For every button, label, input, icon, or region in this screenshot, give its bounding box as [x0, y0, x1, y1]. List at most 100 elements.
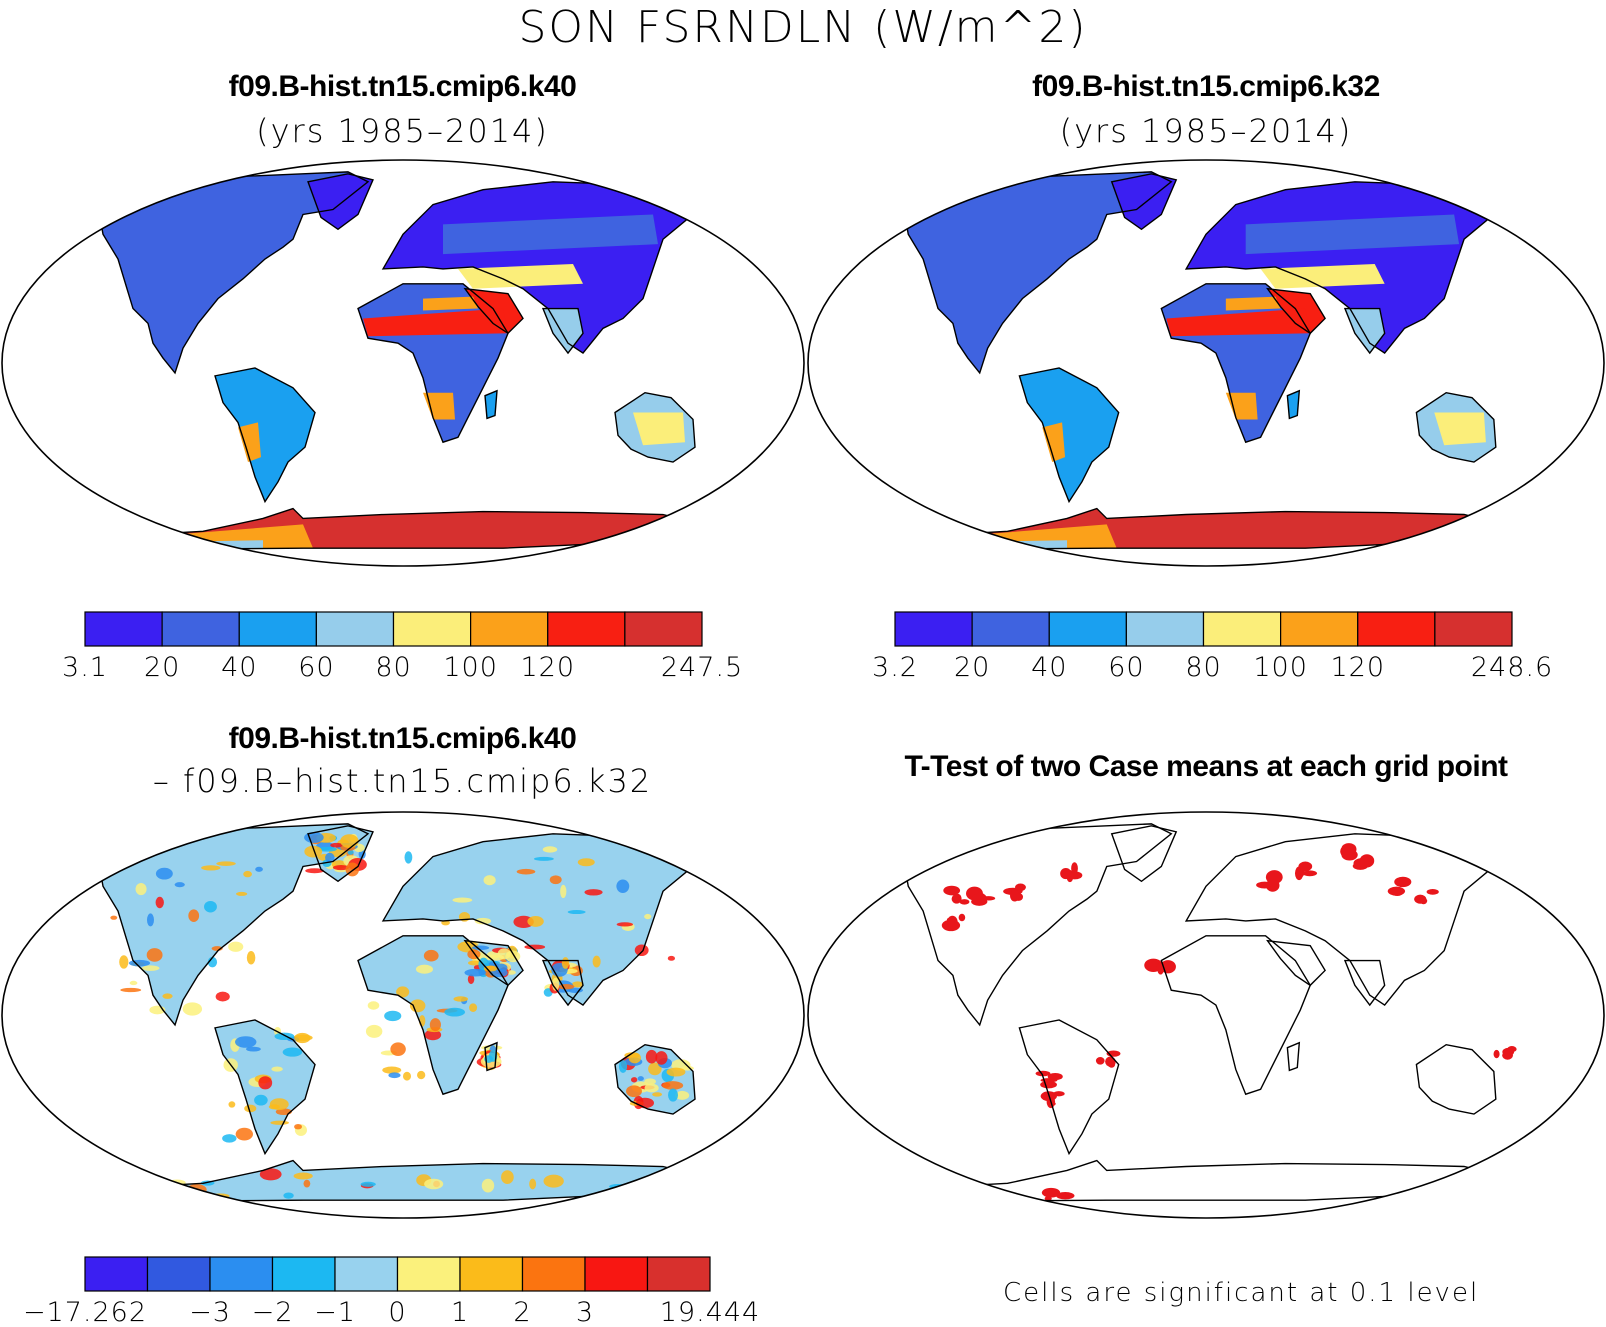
landmass-greenland [1111, 825, 1177, 882]
colorbar-tick-label: 19.444 [660, 1297, 760, 1327]
panel-subtitle-diff: – f09.B–hist.tn15.cmip6.k32 [152, 762, 653, 800]
landmass-madagascar [485, 390, 497, 419]
coastline-north-america [903, 171, 1173, 375]
difference-patch [271, 1066, 283, 1072]
coastline-europe-asia [1184, 833, 1505, 1007]
landmass-south-america [215, 367, 315, 502]
map-content [903, 823, 1517, 1202]
colorbar-box [1434, 611, 1513, 647]
coastline-africa [357, 283, 509, 444]
map-border [1, 159, 805, 567]
colorbar-box [334, 1256, 399, 1292]
colorbar-tick-label: 40 [221, 652, 257, 683]
colorbar-tick-label: −2 [252, 1297, 294, 1327]
difference-patch [228, 941, 244, 952]
difference-patch [415, 964, 434, 974]
difference-patch [429, 1018, 441, 1032]
coastline-antarctica [951, 1159, 1507, 1202]
colorbar-tick-label: 60 [298, 652, 334, 683]
difference-patch [293, 1172, 313, 1180]
colorbar-tick-label: 60 [1108, 652, 1144, 683]
significant-cell [1056, 1192, 1075, 1200]
map-content [98, 823, 706, 1204]
coastline-antarctica [951, 507, 1507, 550]
land-layer [98, 171, 706, 550]
significant-cell [1071, 862, 1078, 875]
difference-patch [155, 896, 164, 909]
difference-patch [243, 870, 252, 878]
sahara-edge [423, 296, 478, 311]
colorbar-box [1202, 611, 1282, 647]
significant-cell [1041, 1187, 1061, 1198]
colorbar-box [315, 611, 395, 647]
panel-subtitle-k32: (yrs 1985–2014) [1059, 112, 1353, 150]
panel-title-ttest: T-Test of two Case means at each grid po… [904, 750, 1508, 783]
difference-patch [529, 1178, 537, 1190]
difference-patch [648, 1062, 662, 1076]
difference-patch [162, 993, 173, 999]
difference-patch [481, 1178, 495, 1193]
difference-patch [469, 1003, 478, 1012]
colorbar-box [1048, 611, 1127, 647]
difference-patch [468, 960, 482, 966]
landmass-africa [1161, 935, 1311, 1095]
difference-patch [506, 970, 516, 975]
difference-patch [644, 913, 652, 920]
colorbar-tick-label: 100 [443, 652, 498, 683]
coastline-africa [1160, 283, 1311, 444]
difference-patch [667, 955, 675, 961]
difference-patch [533, 856, 554, 861]
colorbar-tick-label: 100 [1253, 652, 1308, 683]
difference-patch [494, 963, 508, 973]
difference-patch [678, 1192, 700, 1198]
difference-patch [577, 858, 595, 867]
difference-patch [128, 959, 151, 967]
colorbar-box [271, 1256, 336, 1292]
difference-patch [340, 834, 359, 849]
figure-title: SON FSRNDLN (W/m^2) [518, 2, 1088, 53]
coastline-north-america [903, 823, 1173, 1027]
landmass-north-america [904, 171, 1172, 373]
difference-patch [222, 1134, 237, 1143]
colorbar-k32: 3.2 20 40 60 80 100 120 248.6 [872, 611, 1553, 683]
difference-patch [634, 944, 649, 957]
difference-patch [668, 1088, 678, 1102]
difference-patch [259, 1168, 282, 1181]
colorbar-tick-label: 20 [954, 652, 990, 683]
significant-cell [1507, 1046, 1517, 1053]
difference-patch [235, 1036, 257, 1048]
difference-patch [501, 1170, 514, 1184]
coastline-antarctica [146, 507, 706, 550]
coastline-greenland [307, 825, 374, 883]
difference-patch [613, 1188, 628, 1202]
landmass-greenland [308, 173, 373, 230]
difference-patch [483, 965, 498, 972]
colorbar-tick-label: 248.6 [1471, 652, 1553, 683]
colorbar-k40: 3.1 20 40 60 80 100 120 247.5 [62, 611, 742, 683]
difference-patch [396, 986, 410, 998]
difference-patch [174, 882, 185, 888]
significant-cell [1302, 870, 1318, 877]
difference-patch [662, 1081, 684, 1090]
colorbar-box [971, 611, 1050, 647]
difference-patch [188, 909, 200, 922]
landmass-greenland [1111, 173, 1177, 230]
coastline-india [541, 307, 584, 355]
difference-patch [236, 891, 248, 896]
land-layer [903, 171, 1507, 550]
difference-patch [283, 1192, 294, 1199]
colorbar-box [84, 611, 163, 647]
coastline-australia [614, 1043, 696, 1115]
difference-patch [246, 1046, 261, 1052]
colorbar-box [470, 611, 549, 647]
map-border [1, 811, 805, 1219]
difference-patch [347, 849, 354, 855]
australia-interior [1434, 412, 1486, 446]
southern-africa-patch [1225, 392, 1258, 420]
coastline-europe-asia [381, 181, 705, 355]
significant-cell [1009, 890, 1020, 902]
colorbar-tick-label: 2 [513, 1297, 531, 1327]
significant-cell [1298, 861, 1313, 872]
colorbar-tick-label: 3 [576, 1297, 594, 1327]
difference-patch [367, 1001, 380, 1010]
